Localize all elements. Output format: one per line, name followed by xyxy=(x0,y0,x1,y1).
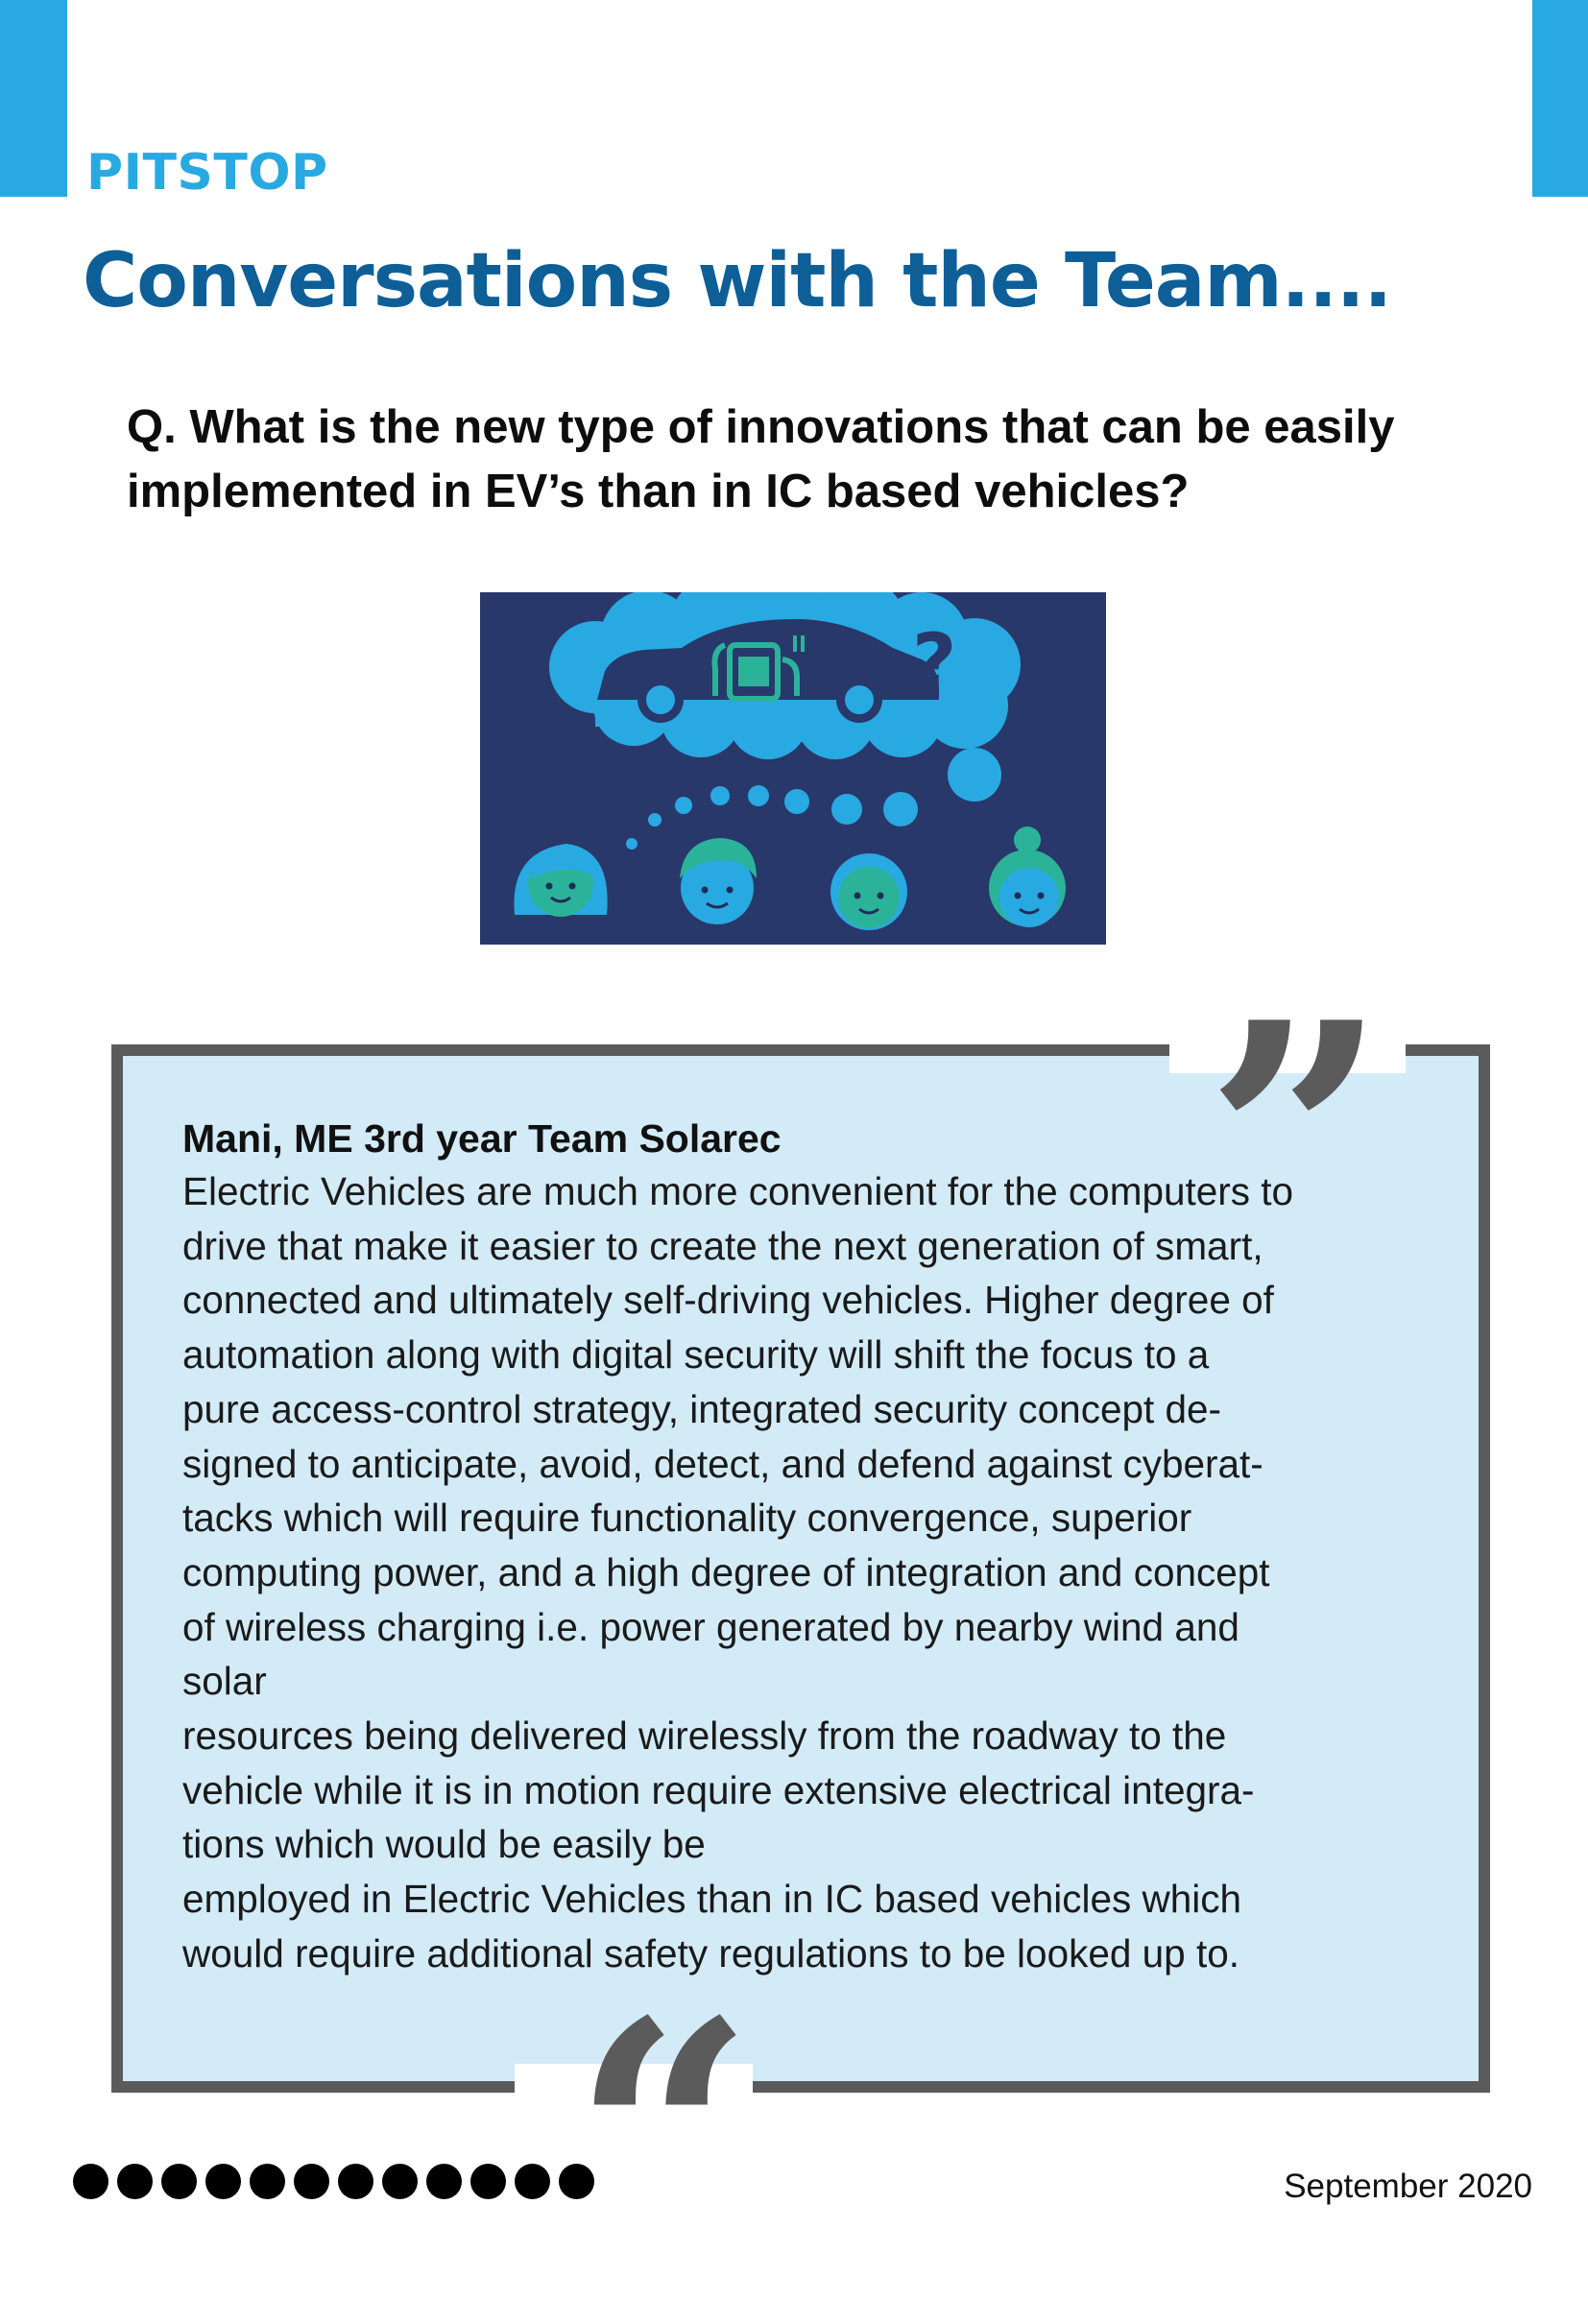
quote-line: signed to anticipate, avoid, detect, and… xyxy=(182,1441,1263,1486)
person-face-icon-4 xyxy=(989,827,1066,927)
quote-border-gap-top xyxy=(1169,1035,1406,1073)
quote-line: Electric Vehicles are much more convenie… xyxy=(182,1169,1294,1213)
issue-date: September 2020 xyxy=(1284,2168,1532,2205)
decorative-dot xyxy=(205,2164,241,2199)
quote-line: computing power, and a high degree of in… xyxy=(182,1549,1270,1594)
decorative-dot xyxy=(117,2164,153,2199)
opening-quote-icon: “ xyxy=(572,1952,755,2324)
page-title: Conversations with the Team.... xyxy=(83,238,1392,324)
decorative-dot xyxy=(338,2164,373,2199)
quote-line: pure access-control strategy, integrated… xyxy=(182,1386,1222,1431)
quote-box xyxy=(111,1044,1490,2093)
decorative-dot xyxy=(161,2164,197,2199)
decorative-dot-row xyxy=(73,2164,594,2199)
quote-line: would require additional safety regulati… xyxy=(182,1930,1239,1976)
decorative-dot xyxy=(382,2164,418,2199)
charging-station-icon xyxy=(711,635,805,702)
quote-line: vehicle while it is in motion require ex… xyxy=(182,1767,1255,1812)
decorative-dot xyxy=(426,2164,462,2199)
accent-bar-left xyxy=(0,0,67,197)
quote-line: tacks which will require functionality c… xyxy=(182,1496,1192,1541)
decorative-dot xyxy=(515,2164,550,2199)
ev-thought-cloud-illustration: ? xyxy=(480,592,1106,945)
decorative-dot xyxy=(470,2164,506,2199)
decorative-dot xyxy=(559,2164,594,2199)
accent-bar-right xyxy=(1532,0,1588,197)
quote-line: connected and ultimately self-driving ve… xyxy=(182,1278,1274,1323)
thought-bubbles xyxy=(626,748,1001,850)
quote-speaker: Mani, ME 3rd year Team Solarec xyxy=(182,1116,782,1161)
person-face-icon-1 xyxy=(514,844,608,917)
quote-line: drive that make it easier to create the … xyxy=(182,1223,1263,1268)
quote-border-gap-bottom xyxy=(515,2064,753,2121)
quote-line: tions which would be easily be xyxy=(182,1822,706,1867)
closing-quote-icon: ” xyxy=(1205,953,1387,1326)
quote-line: of wireless charging i.e. power generate… xyxy=(182,1604,1239,1649)
person-face-icon-2 xyxy=(680,838,757,924)
decorative-dot xyxy=(294,2164,329,2199)
person-face-icon-3 xyxy=(830,853,907,930)
quote-line: resources being delivered wirelessly fro… xyxy=(182,1713,1227,1759)
decorative-dot xyxy=(250,2164,285,2199)
interview-question: Q. What is the new type of innovations t… xyxy=(127,401,1395,517)
section-label: PITSTOP xyxy=(86,144,328,202)
question-mark-icon: ? xyxy=(912,617,956,707)
decorative-dot xyxy=(73,2164,108,2199)
quote-line: solar xyxy=(182,1659,267,1704)
quote-line: automation along with digital security w… xyxy=(182,1332,1210,1378)
quote-line: employed in Electric Vehicles than in IC… xyxy=(182,1877,1242,1922)
quote-body: Electric Vehicles are much more convenie… xyxy=(182,1164,1450,1981)
